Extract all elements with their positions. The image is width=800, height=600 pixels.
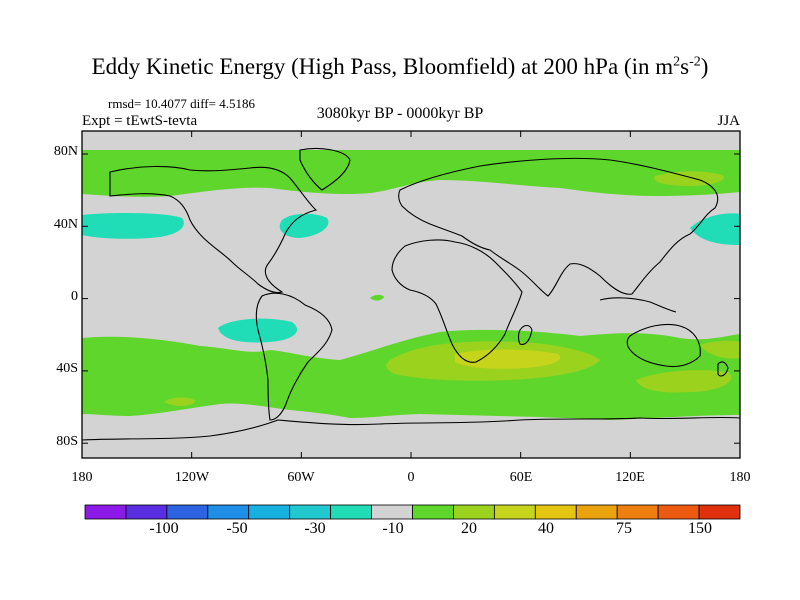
colorbar-box: [698, 504, 741, 520]
lon-label-60w: 60W: [287, 470, 315, 485]
colorbar-label: 20: [461, 520, 477, 537]
lat-label-40n: 40N: [53, 217, 78, 232]
stats-text: rmsd= 10.4077 diff= 4.5186: [108, 96, 255, 111]
colorbar-box: [289, 504, 332, 520]
coast-north-america: [109, 165, 318, 294]
season-label: JJA: [717, 113, 740, 129]
contour-south-pacific-east: [700, 340, 740, 359]
contour-equator-dot: [370, 294, 384, 301]
map-title: Eddy Kinetic Energy (High Pass, Bloomfie…: [91, 54, 709, 79]
lon-label-120w: 120W: [174, 470, 210, 485]
colorbar-box: [453, 504, 495, 520]
contour-south-australia: [636, 370, 732, 393]
contour-north-pacific-neg: [82, 213, 184, 239]
coast-south-america: [255, 292, 333, 421]
colorbar-box: [493, 504, 536, 520]
colorbar-box: [534, 504, 577, 520]
colorbar-label: -30: [304, 520, 326, 537]
colorbar: [84, 504, 741, 520]
coast-antarctica: [82, 416, 740, 441]
contour-south-indian-high: [455, 349, 561, 369]
lat-label-0: 0: [71, 289, 78, 304]
lon-label-120e: 120E: [615, 470, 645, 485]
colorbar-label: 40: [538, 520, 554, 537]
contour-south-pacific-spot: [164, 397, 196, 407]
colorbar-label: 150: [688, 520, 712, 537]
contour-north-siberia: [654, 171, 724, 186]
experiment-label: Expt = tEwtS-tevta: [82, 113, 198, 129]
colorbar-label: -10: [382, 520, 404, 537]
lat-label-40s: 40S: [56, 361, 78, 376]
colorbar-box: [371, 504, 413, 520]
contour-north-atlantic-neg: [279, 213, 329, 238]
axis-ticks: [81, 131, 741, 458]
colorbar-box: [575, 504, 618, 520]
colorbar-box: [616, 504, 659, 520]
coast-australia: [626, 323, 701, 368]
lon-label-180w: 180: [71, 470, 93, 485]
coast-africa: [391, 239, 523, 363]
coast-eurasia: [398, 157, 719, 297]
colorbar-box: [84, 504, 127, 520]
period-label: 3080kyr BP - 0000kyr BP: [316, 105, 484, 122]
contour-south-pacific-neg: [218, 318, 298, 343]
colorbar-box: [412, 504, 454, 520]
colorbar-box: [657, 504, 700, 520]
colorbar-box: [207, 504, 250, 520]
colorbar-label: -50: [226, 520, 248, 537]
map-field: [82, 131, 740, 458]
coast-madagascar: [517, 324, 533, 345]
coast-new-zealand: [717, 361, 729, 377]
coast-indonesia: [599, 297, 677, 313]
colorbar-box: [330, 504, 372, 520]
lon-label-0: 0: [407, 470, 415, 485]
coastlines: [82, 147, 740, 441]
colorbar-label: 75: [616, 520, 632, 537]
lat-label-80n: 80N: [53, 144, 78, 159]
colorbar-box: [166, 504, 209, 520]
contour-north-band: [82, 150, 740, 197]
lon-label-60e: 60E: [509, 470, 533, 485]
lat-label-80s: 80S: [56, 434, 78, 449]
coast-greenland: [299, 147, 351, 191]
contour-north-pacific-east-neg: [690, 213, 740, 245]
lon-label-180e: 180: [729, 470, 751, 485]
colorbar-box: [125, 504, 168, 520]
colorbar-label: -100: [149, 520, 179, 537]
colorbar-box: [248, 504, 291, 520]
